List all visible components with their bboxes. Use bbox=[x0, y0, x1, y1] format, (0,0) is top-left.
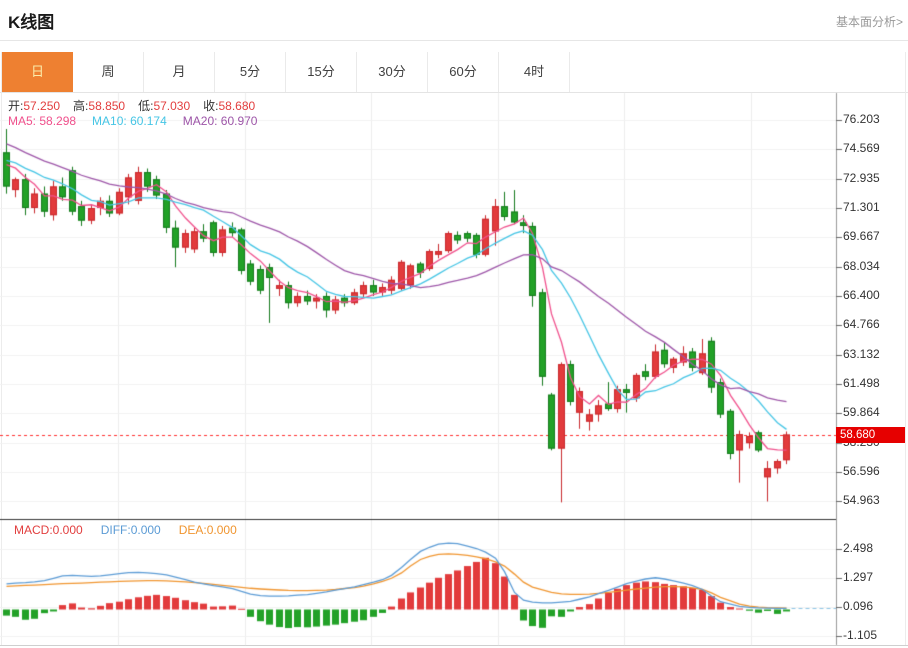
ohlc-info-bar: 开:57.250 高:58.850 低:57.030 收:58.680 bbox=[8, 97, 255, 114]
ma5-value: MA5: 58.298 bbox=[8, 114, 77, 128]
ma10-value: MA10: 60.174 bbox=[92, 114, 167, 128]
y-axis-label: 54.963 bbox=[843, 493, 880, 508]
macd-axis-label: 2.498 bbox=[843, 540, 874, 555]
diff-value: DIFF:0.000 bbox=[100, 523, 161, 537]
close-label: 收: bbox=[203, 99, 219, 113]
y-axis-label: 72.935 bbox=[843, 170, 880, 185]
y-axis-label: 59.864 bbox=[843, 405, 880, 420]
macd-axis-label: -1.105 bbox=[843, 628, 878, 643]
y-axis-label: 66.400 bbox=[843, 287, 880, 302]
y-axis-label: 63.132 bbox=[843, 346, 880, 361]
high-label: 高: bbox=[73, 99, 89, 113]
y-axis-label: 69.667 bbox=[843, 229, 880, 244]
high-value: 58.850 bbox=[88, 99, 126, 113]
macd-info-bar: MACD:0.000 DIFF:0.000 DEA:0.000 bbox=[14, 523, 237, 537]
open-label: 开: bbox=[8, 99, 24, 113]
y-axis-label: 74.569 bbox=[843, 141, 880, 156]
open-value: 57.250 bbox=[23, 99, 61, 113]
low-label: 低: bbox=[138, 99, 154, 113]
low-value: 57.030 bbox=[153, 99, 191, 113]
y-axis-label: 56.596 bbox=[843, 463, 880, 478]
ma20-value: MA20: 60.970 bbox=[182, 114, 258, 128]
y-axis-label: 68.034 bbox=[843, 258, 880, 273]
macd-value: MACD:0.000 bbox=[14, 523, 83, 537]
macd-axis-label: 0.096 bbox=[843, 599, 874, 614]
current-price-tag: 58.680 bbox=[836, 426, 905, 443]
ma-info-bar: MA5: 58.298 MA10: 60.174 MA20: 60.970 bbox=[8, 114, 257, 128]
close-value: 58.680 bbox=[218, 99, 256, 113]
macd-axis-label: 1.297 bbox=[843, 569, 874, 584]
dea-value: DEA:0.000 bbox=[178, 523, 237, 537]
y-axis-label: 71.301 bbox=[843, 199, 880, 214]
y-axis-label: 76.203 bbox=[843, 112, 880, 126]
y-axis-label: 64.766 bbox=[843, 317, 880, 332]
y-axis-label: 61.498 bbox=[843, 375, 880, 390]
